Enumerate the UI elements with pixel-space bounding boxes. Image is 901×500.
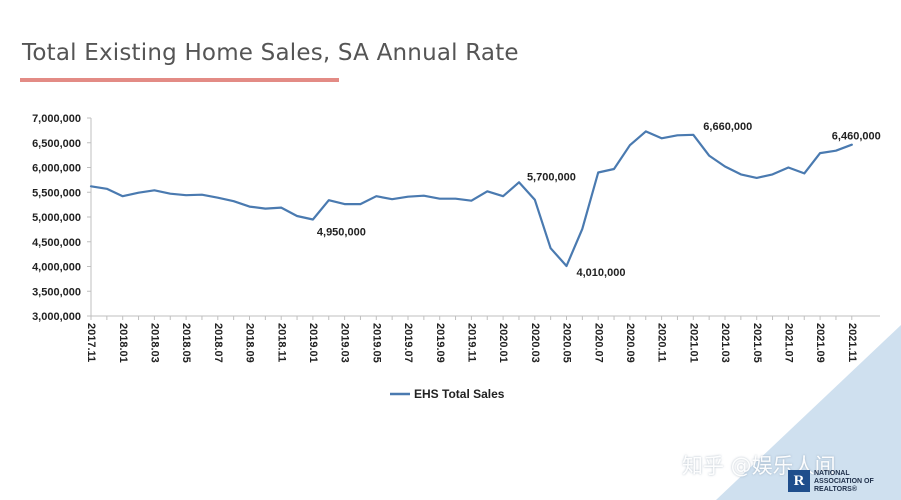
x-tick-label: 2019.07: [402, 323, 414, 363]
x-tick-label: 2019.03: [339, 323, 351, 363]
x-tick-label: 2021.07: [782, 323, 794, 363]
x-tick-label: 2019.01: [307, 323, 319, 363]
y-tick-label: 7,000,000: [32, 113, 81, 125]
y-tick-label: 5,000,000: [32, 212, 81, 224]
page-title: Total Existing Home Sales, SA Annual Rat…: [22, 40, 519, 66]
x-tick-label: 2021.11: [846, 323, 858, 362]
x-tick-label: 2019.05: [370, 323, 382, 363]
title-underline: [20, 78, 339, 82]
x-tick-label: 2018.03: [148, 323, 160, 363]
x-tick-label: 2019.09: [434, 323, 446, 363]
data-label: 5,700,000: [527, 171, 576, 183]
legend-label: EHS Total Sales: [414, 387, 505, 401]
x-tick-label: 2020.05: [561, 323, 573, 363]
x-tick-label: 2018.01: [117, 323, 129, 363]
data-label: 4,950,000: [317, 226, 366, 238]
y-tick-label: 6,000,000: [32, 163, 81, 175]
y-tick-label: 5,500,000: [32, 187, 81, 199]
x-tick-label: 2021.01: [687, 323, 699, 363]
x-tick-label: 2017.11: [85, 323, 97, 362]
x-tick-label: 2021.03: [719, 323, 731, 363]
data-label: 4,010,000: [577, 267, 626, 279]
series-line-ehs-total-sales: [89, 130, 853, 268]
x-tick-label: 2018.09: [244, 323, 256, 363]
realtors-logo-icon: R: [788, 470, 810, 492]
y-tick-label: 6,500,000: [32, 138, 81, 150]
x-tick-label: 2020.03: [529, 323, 541, 363]
realtors-logo-text: NATIONAL ASSOCIATION OF REALTORS®: [814, 470, 874, 493]
x-tick-label: 2018.05: [180, 323, 192, 363]
x-tick-label: 2020.01: [497, 323, 509, 363]
watermark-text: 知乎 @娱乐人间: [682, 454, 836, 478]
y-tick-label: 3,500,000: [32, 286, 81, 298]
x-tick-label: 2019.11: [465, 323, 477, 362]
x-tick-label: 2021.09: [814, 323, 826, 363]
y-tick-label: 3,000,000: [32, 311, 81, 323]
y-tick-label: 4,500,000: [32, 237, 81, 249]
y-tick-label: 4,000,000: [32, 262, 81, 274]
data-label: 6,660,000: [703, 121, 752, 133]
x-tick-label: 2020.11: [656, 323, 668, 362]
x-tick-label: 2018.07: [212, 323, 224, 363]
data-label: 6,460,000: [832, 131, 881, 143]
x-tick-label: 2020.09: [624, 323, 636, 363]
x-tick-label: 2021.05: [751, 323, 763, 363]
x-tick-label: 2018.11: [275, 323, 287, 362]
x-tick-label: 2020.07: [592, 323, 604, 363]
